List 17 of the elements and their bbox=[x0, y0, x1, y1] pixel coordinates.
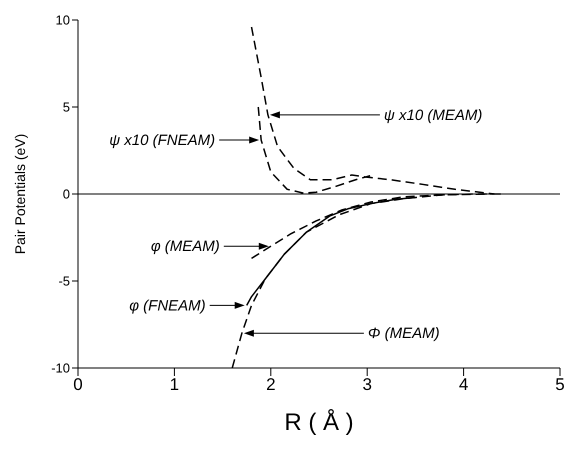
x-tick-label: 1 bbox=[170, 375, 180, 394]
annotation: φ (MEAM) bbox=[150, 238, 220, 256]
x-tick-label: 4 bbox=[458, 375, 468, 394]
y-tick-label: 10 bbox=[56, 12, 70, 28]
annotation: Φ (MEAM) bbox=[368, 325, 440, 342]
x-tick-label: 5 bbox=[555, 375, 565, 394]
annotation: φ (FNEAM) bbox=[129, 297, 206, 314]
x-tick-label: 3 bbox=[362, 375, 372, 394]
y-tick-label: -5 bbox=[58, 274, 70, 289]
y-axis-title: Pair Potentials (eV) bbox=[12, 134, 28, 254]
y-tick-label: -10 bbox=[51, 360, 70, 376]
x-tick-label: 2 bbox=[266, 375, 276, 394]
x-axis-title: R ( Å ) bbox=[284, 409, 354, 436]
y-tick-label: 0 bbox=[62, 186, 70, 202]
y-tick-label: 5 bbox=[62, 100, 70, 115]
annotation: ψ x10 (FNEAM) bbox=[109, 132, 216, 150]
annotation: ψ x10 (MEAM) bbox=[384, 106, 482, 124]
